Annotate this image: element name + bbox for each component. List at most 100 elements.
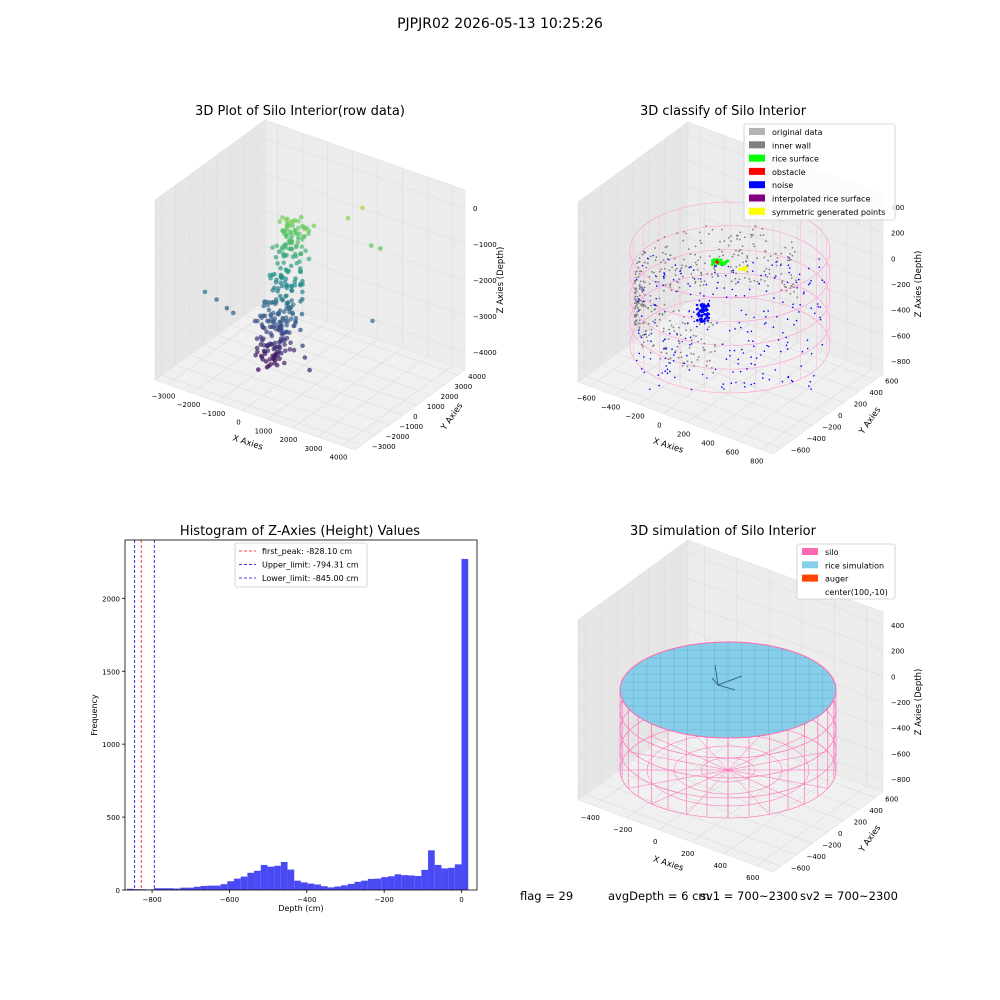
inner-wall-point [739,249,742,251]
inner-wall-point [749,280,752,283]
inner-wall-point [658,297,661,300]
x-gridline [267,339,378,420]
inner-wall-point [695,263,698,266]
inner-wall-point [634,273,637,275]
z-tick-label: 400 [891,622,904,630]
inner-wall-point [637,322,640,324]
noise-point [643,371,646,374]
raw-data-point [284,329,289,335]
raw-data-point [262,351,268,357]
raw-data-point [283,315,289,321]
y-axis-label: Frequency [90,694,99,736]
inner-wall-point [690,339,693,341]
noise-point [725,358,728,360]
legend-swatch [749,181,765,189]
inner-wall-point [672,310,675,313]
inner-wall-point [640,299,642,302]
inner-wall-point [645,336,648,338]
noise-point [750,356,752,358]
noise-point [786,348,789,350]
noise-point [701,302,703,305]
y-tick-label: 0 [838,830,842,838]
noise-point [763,350,766,353]
y-gridline [189,354,390,426]
inner-wall-point [710,321,713,324]
z-gridline [154,173,266,255]
inner-wall-point [699,256,702,259]
inner-wall-point [794,250,796,253]
histogram-bar [387,876,395,890]
inner-wall-point [672,326,675,329]
noise-point [753,316,755,319]
y-tick-label: −400 [807,853,826,861]
noise-point [764,274,767,276]
x-tick-label: −600 [577,395,596,403]
legend-swatch [749,141,765,149]
inner-wall-point [692,353,695,356]
inner-wall-point [634,321,636,323]
inner-wall-point [640,304,643,307]
x-tick-label: 0 [236,419,240,427]
z-axis-label: Z Axies (Depth) [914,669,924,736]
histogram-bar [207,885,214,891]
z-gridline [577,263,689,344]
noise-point [743,382,746,384]
z-gridline [577,288,689,370]
inner-wall-point [697,340,699,343]
silo-floor-ring [700,757,756,783]
inner-wall-point [684,322,686,325]
raw-data-point [202,289,208,295]
inner-wall-point [691,361,693,364]
inner-wall-point [675,267,678,270]
raw-data-point [292,279,298,285]
inner-wall-point [790,285,793,287]
noise-point [758,282,760,285]
raw-data-point [300,289,305,295]
y-axis-label: Y Axies [857,405,884,437]
raw-data-point [281,260,287,266]
inner-wall-point [702,284,705,286]
noise-point [655,281,657,283]
inner-wall-point [634,291,637,294]
raw-data-point [258,342,264,347]
inner-wall-point [664,284,667,287]
noise-point [679,270,681,273]
noise-point [786,341,789,344]
inner-wall-point [640,270,643,273]
noise-point [644,333,646,336]
raw-data-point [275,289,280,294]
noise-point [737,358,740,361]
raw-data-point [284,226,290,232]
raw-data-point [284,293,289,299]
y-tick-label: 600 [885,796,898,804]
noise-point [689,293,692,296]
y-tick-label: 500 [107,814,120,822]
inner-wall-point [767,259,769,262]
inner-wall-point [727,244,730,247]
noise-point [721,343,724,346]
inner-wall-point [635,289,638,292]
inner-wall-point [700,280,702,283]
histogram-bar [187,887,194,890]
noise-point [732,371,734,373]
histogram-bar [321,886,328,890]
inner-wall-point [700,274,703,277]
raw-data-point [272,285,277,291]
inner-wall-point [721,250,723,253]
raw-data-point [298,327,303,333]
raw-data-point [307,367,312,373]
inner-wall-point [641,253,644,256]
inner-wall-point [634,315,636,317]
inner-wall-point [699,239,702,242]
noise-point [798,311,800,313]
raw-data-point [280,215,285,220]
legend-label: first_peak: -828.10 cm [262,547,352,556]
inner-wall-point [784,285,786,288]
z-gridline [264,137,466,209]
noise-point [786,281,789,284]
noise-point [735,381,737,384]
z-gridline [577,552,689,634]
inner-wall-point [683,231,685,233]
inner-wall-point [690,329,692,332]
histogram-bar [334,886,342,890]
